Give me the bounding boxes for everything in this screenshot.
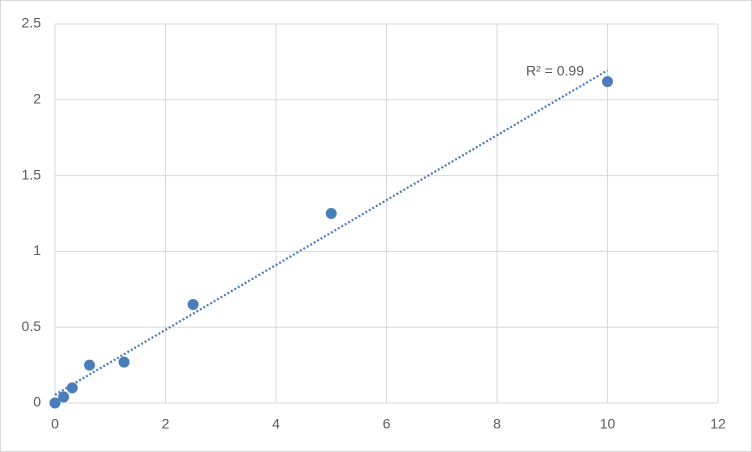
point <box>602 76 613 88</box>
point <box>118 356 130 368</box>
x-tick-label: 12 <box>710 416 726 432</box>
trendline <box>54 69 609 396</box>
x-tick-label: 8 <box>493 416 501 432</box>
point <box>187 298 199 310</box>
x-tick-label: 10 <box>600 416 616 432</box>
y-tick-label: 1 <box>33 242 41 258</box>
y-tick-label: 2 <box>33 91 41 107</box>
y-tick-label: 2.5 <box>22 15 42 31</box>
x-tick-label: 6 <box>383 416 391 432</box>
point <box>66 382 78 394</box>
point <box>84 359 96 371</box>
y-tick-label: 0.5 <box>22 318 42 334</box>
point <box>49 397 61 409</box>
x-tick-label: 0 <box>51 416 59 432</box>
y-tick-label: 1.5 <box>22 166 42 182</box>
x-tick-label: 4 <box>272 416 280 432</box>
point <box>58 391 70 403</box>
point <box>325 208 337 219</box>
y-tick-label: 0 <box>33 394 41 410</box>
trendline-label: R² = 0.99 <box>526 63 584 79</box>
x-tick-label: 2 <box>162 416 170 432</box>
